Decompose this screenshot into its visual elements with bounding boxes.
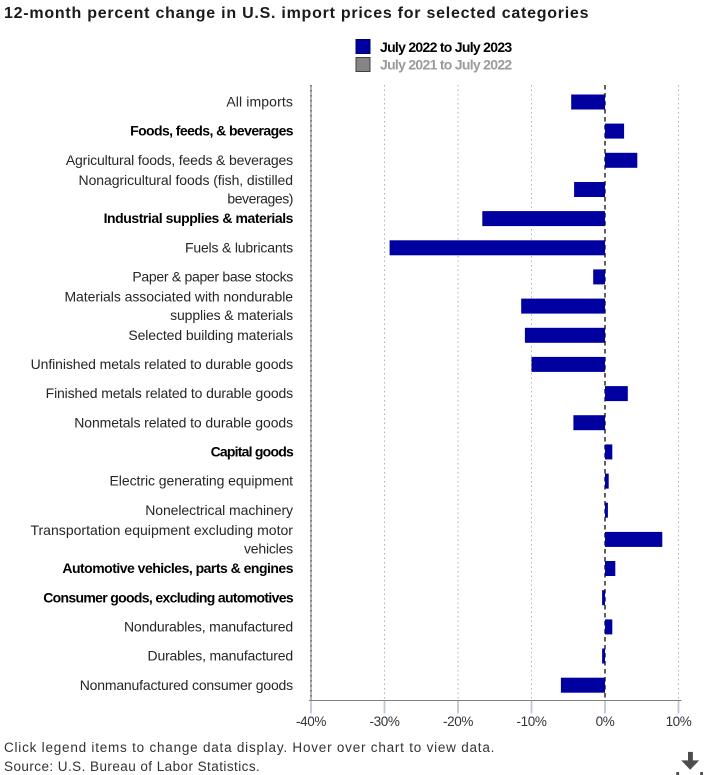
svg-text:Nonmanufactured consumer goods: Nonmanufactured consumer goods: [80, 677, 293, 693]
svg-text:Foods, feeds, & beverages: Foods, feeds, & beverages: [130, 123, 294, 139]
svg-text:Electric generating equipment: Electric generating equipment: [110, 473, 294, 489]
svg-text:Click legend items to change d: Click legend items to change data displa…: [4, 740, 495, 755]
svg-text:Nonmetals related to durable g: Nonmetals related to durable goods: [74, 414, 293, 430]
svg-text:Nonelectrical machinery: Nonelectrical machinery: [145, 502, 293, 518]
svg-text:-30%: -30%: [370, 714, 400, 729]
svg-text:-20%: -20%: [443, 714, 473, 729]
svg-text:12-month percent change in U.S: 12-month percent change in U.S. import p…: [4, 5, 589, 22]
svg-text:Paper & paper base stocks: Paper & paper base stocks: [132, 269, 293, 285]
svg-text:July 2021 to July 2022: July 2021 to July 2022: [380, 57, 512, 73]
svg-text:Industrial supplies & material: Industrial supplies & materials: [104, 210, 294, 226]
svg-text:supplies & materials: supplies & materials: [170, 307, 293, 323]
svg-text:Consumer goods, excluding auto: Consumer goods, excluding automotives: [43, 589, 294, 605]
svg-text:-40%: -40%: [296, 714, 326, 729]
svg-text:-10%: -10%: [517, 714, 547, 729]
svg-text:Source: U.S. Bureau of Labor S: Source: U.S. Bureau of Labor Statistics.: [4, 759, 260, 774]
svg-text:Nonagricultural foods (fish, d: Nonagricultural foods (fish, distilled: [79, 172, 293, 188]
svg-text:Selected building materials: Selected building materials: [128, 327, 293, 343]
svg-text:Agricultural foods, feeds & be: Agricultural foods, feeds & beverages: [66, 152, 293, 168]
svg-text:0%: 0%: [596, 714, 615, 729]
svg-text:10%: 10%: [666, 714, 692, 729]
svg-text:Transportation equipment exclu: Transportation equipment excluding motor: [30, 522, 293, 538]
svg-text:All imports: All imports: [226, 94, 293, 110]
svg-text:Unfinished metals related to d: Unfinished metals related to durable goo…: [31, 356, 293, 372]
svg-text:July 2022 to July 2023: July 2022 to July 2023: [380, 39, 512, 55]
svg-text:Automotive vehicles, parts & e: Automotive vehicles, parts & engines: [62, 560, 293, 576]
svg-text:Capital goods: Capital goods: [211, 444, 294, 460]
svg-text:Durables, manufactured: Durables, manufactured: [148, 648, 293, 664]
svg-text:Finished metals related to dur: Finished metals related to durable goods: [46, 385, 293, 401]
svg-text:Fuels & lubricants: Fuels & lubricants: [185, 239, 293, 255]
svg-text:beverages): beverages): [227, 190, 293, 206]
svg-text:Materials associated with nond: Materials associated with nondurable: [64, 289, 293, 305]
svg-text:Nondurables, manufactured: Nondurables, manufactured: [124, 619, 293, 635]
svg-text:vehicles: vehicles: [244, 540, 293, 556]
